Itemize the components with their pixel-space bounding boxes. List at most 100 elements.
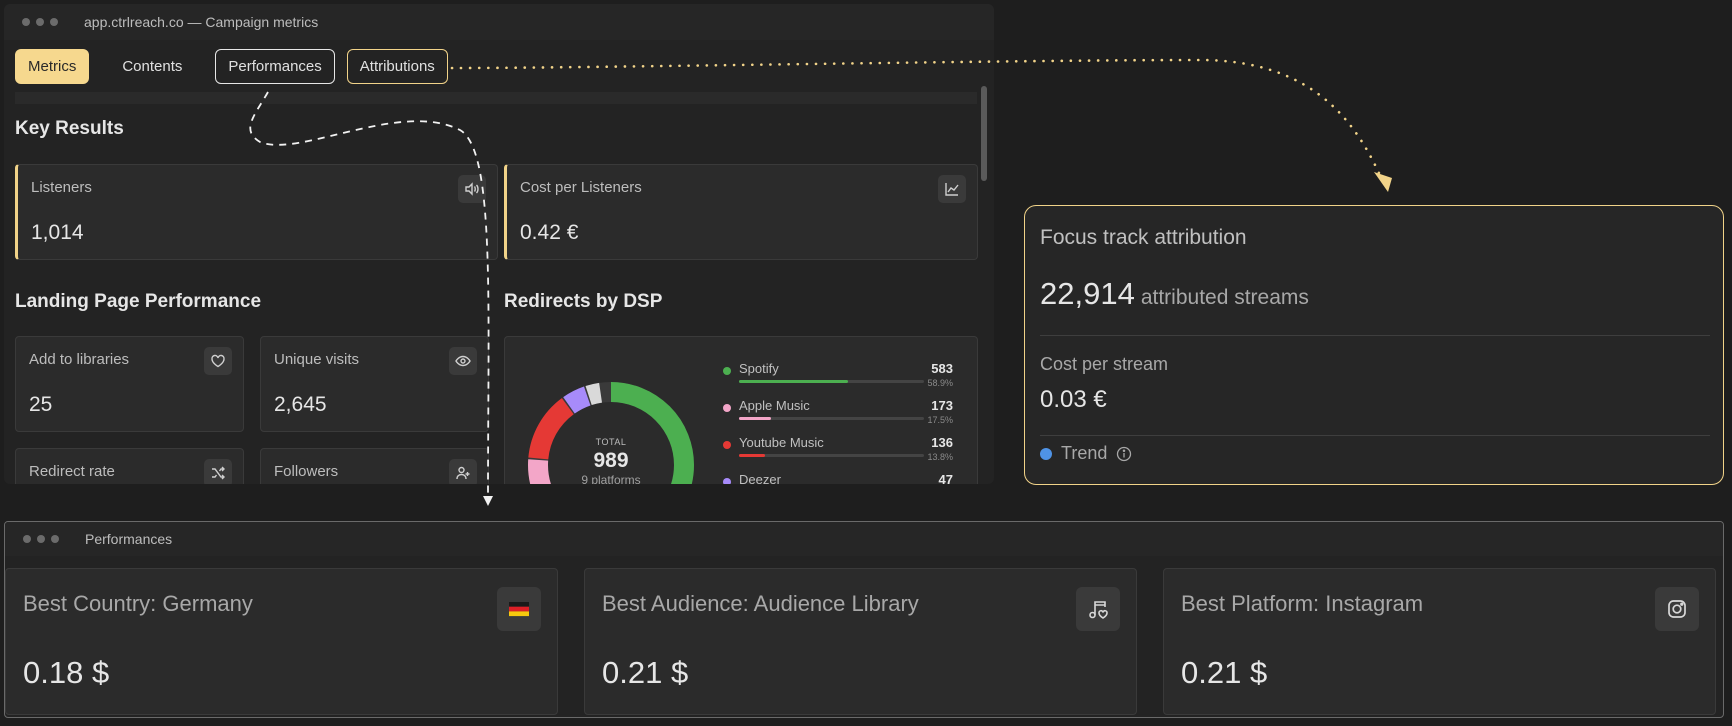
cost-per-listeners-value: 0.42 € — [520, 221, 579, 244]
redirect-rate-card: Redirect rate — [15, 448, 244, 484]
scrolled-content-edge — [15, 92, 977, 104]
divider — [1040, 335, 1710, 336]
cost-per-stream-label: Cost per stream — [1040, 354, 1169, 374]
dsp-bar-track — [739, 380, 924, 383]
dsp-name: Deezer — [739, 472, 781, 484]
close-dot[interactable] — [23, 535, 31, 543]
donut-total-label: TOTAL — [595, 437, 627, 447]
window-controls[interactable] — [22, 18, 58, 26]
followers-label: Followers — [274, 463, 339, 480]
attributed-streams-value: 22,914 — [1040, 276, 1135, 311]
maximize-dot[interactable] — [51, 535, 59, 543]
tab-contents[interactable]: Contents — [122, 58, 183, 75]
donut-platforms-label: 9 platforms — [581, 473, 641, 484]
minimize-dot[interactable] — [36, 18, 44, 26]
listeners-value: 1,014 — [31, 221, 84, 244]
tab-performances[interactable]: Performances — [215, 49, 335, 84]
window-title: app.ctrlreach.co — Campaign metrics — [84, 14, 319, 30]
best-platform-card: Best Platform: Instagram 0.21 $ — [1163, 568, 1716, 715]
dsp-percent: 58.9% — [927, 378, 953, 388]
add-to-libraries-value: 25 — [29, 393, 53, 416]
dsp-color-dot — [723, 441, 731, 449]
best-country-card: Best Country: Germany 0.18 $ — [5, 568, 558, 715]
donut-segment — [528, 382, 694, 484]
best-audience-card: Best Audience: Audience Library 0.21 $ — [584, 568, 1137, 715]
music-heart-icon — [1076, 587, 1120, 631]
best-country-label: Best Country: Germany — [23, 591, 253, 616]
speaker-icon — [458, 175, 486, 203]
focus-track-attribution-panel: Focus track attribution 22,914 attributed… — [1024, 205, 1724, 485]
window-controls[interactable] — [23, 535, 59, 543]
unique-visits-label: Unique visits — [274, 351, 360, 368]
scrollbar-thumb[interactable] — [981, 86, 987, 181]
redirects-by-dsp-card: TOTAL 989 9 platforms Spotify 583 58.9% App… — [504, 336, 978, 484]
dsp-bar-fill — [739, 380, 848, 383]
minimize-dot[interactable] — [37, 535, 45, 543]
tab-bar: Metrics Contents Performances Attributio… — [15, 49, 448, 84]
listeners-label: Listeners — [31, 179, 92, 196]
dsp-bar-track — [739, 454, 924, 457]
divider — [1040, 435, 1710, 436]
line-chart-icon — [938, 175, 966, 203]
dsp-name: Spotify — [739, 361, 779, 376]
best-platform-label: Best Platform: Instagram — [1181, 591, 1424, 616]
dsp-count: 47 — [938, 472, 953, 484]
best-audience-value: 0.21 $ — [602, 655, 689, 690]
tab-metrics[interactable]: Metrics — [15, 49, 90, 84]
attribution-title: Focus track attribution — [1040, 226, 1247, 249]
cost-per-listeners-card: Cost per Listeners 0.42 € — [504, 164, 978, 260]
key-results-title: Key Results — [15, 118, 124, 139]
dsp-donut-chart — [528, 382, 694, 484]
close-dot[interactable] — [22, 18, 30, 26]
campaign-metrics-window: app.ctrlreach.co — Campaign metrics Metr… — [4, 4, 994, 484]
shuffle-icon — [204, 459, 232, 484]
best-audience-label: Best Audience: Audience Library — [602, 591, 919, 616]
cost-per-stream-value: 0.03 € — [1040, 386, 1107, 413]
landing-page-performance-title: Landing Page Performance — [15, 291, 262, 312]
trend-label: Trend — [1061, 443, 1108, 463]
unique-visits-value: 2,645 — [274, 393, 327, 416]
dsp-count: 583 — [931, 361, 953, 376]
attributions-arrowhead — [1374, 172, 1392, 192]
trend-row[interactable]: Trend — [1040, 443, 1132, 464]
dsp-bar-fill — [739, 454, 765, 457]
cost-per-listeners-label: Cost per Listeners — [520, 179, 642, 196]
info-icon[interactable] — [1116, 446, 1132, 462]
dsp-bar-track — [739, 417, 924, 420]
instagram-icon — [1655, 587, 1699, 631]
donut-center: TOTAL 989 9 platforms — [521, 437, 701, 484]
germany-flag-icon — [497, 587, 541, 631]
trend-dot-icon — [1040, 447, 1052, 460]
performances-arrowhead — [483, 496, 493, 506]
add-to-libraries-card: Add to libraries 25 — [15, 336, 244, 432]
donut-segment — [528, 382, 694, 484]
performances-window: Performances Best Country: Germany 0.18 … — [4, 521, 1724, 718]
dsp-percent: 17.5% — [927, 415, 953, 425]
redirects-by-dsp-title: Redirects by DSP — [504, 291, 663, 312]
add-to-libraries-label: Add to libraries — [29, 351, 130, 368]
dsp-percent: 13.8% — [927, 452, 953, 462]
dsp-count: 173 — [931, 398, 953, 413]
maximize-dot[interactable] — [50, 18, 58, 26]
dsp-color-dot — [723, 367, 731, 375]
dsp-color-dot — [723, 478, 731, 484]
dsp-bar-fill — [739, 417, 772, 420]
donut-total-value: 989 — [593, 449, 629, 472]
window-titlebar: app.ctrlreach.co — Campaign metrics — [4, 4, 994, 40]
heart-icon — [204, 347, 232, 375]
window-titlebar: Performances — [5, 522, 1723, 556]
dsp-name: Apple Music — [739, 398, 810, 413]
eye-icon — [449, 347, 477, 375]
attributed-streams-label: attributed streams — [1140, 286, 1309, 309]
attributed-streams: 22,914 attributed streams — [1040, 276, 1309, 312]
unique-visits-card: Unique visits 2,645 — [260, 336, 489, 432]
tab-attributions[interactable]: Attributions — [346, 49, 448, 84]
followers-card: Followers — [260, 448, 489, 484]
best-platform-value: 0.21 $ — [1181, 655, 1268, 690]
best-country-value: 0.18 $ — [23, 655, 110, 690]
dsp-color-dot — [723, 404, 731, 412]
user-plus-icon — [449, 459, 477, 484]
redirect-rate-label: Redirect rate — [29, 463, 115, 480]
dsp-name: Youtube Music — [739, 435, 824, 450]
dsp-count: 136 — [931, 435, 953, 450]
